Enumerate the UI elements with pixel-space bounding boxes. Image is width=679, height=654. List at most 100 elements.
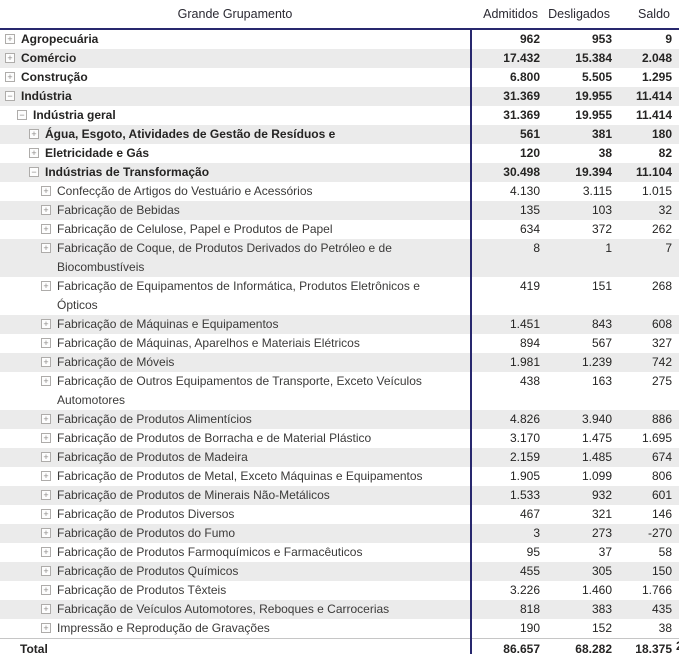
table-row[interactable]: + Fabricação de Veículos Automotores, Reb… (0, 600, 679, 619)
table-row[interactable]: + Confecção de Artigos do Vestuário e Ace… (0, 182, 679, 201)
cell-saldo: 806 (651, 469, 672, 483)
table-row[interactable]: + Impressão e Reprodução de Gravações 190 1… (0, 619, 679, 638)
total-desligados: 68.282 (575, 642, 612, 654)
table-row[interactable]: + Fabricação de Produtos Químicos 455 305 15… (0, 562, 679, 581)
expand-icon[interactable]: + (41, 566, 51, 576)
table-row[interactable]: + Fabricação de Produtos do Fumo 3 273 -270 (0, 524, 679, 543)
cell-saldo: 268 (651, 279, 672, 293)
table-row[interactable]: + Fabricação de Outros Equipamentos de Tr… (0, 372, 679, 410)
expand-icon[interactable]: + (41, 224, 51, 234)
table-row[interactable]: + Fabricação de Equipamentos de Informáti… (0, 277, 679, 315)
expand-icon[interactable]: + (41, 623, 51, 633)
table-row[interactable]: + Construção 6.800 5.505 1.295 (0, 68, 679, 87)
expand-icon[interactable]: + (41, 433, 51, 443)
table-row[interactable]: + Fabricação de Produtos Têxteis 3.226 1.46… (0, 581, 679, 600)
cell-admitidos: 818 (519, 602, 540, 616)
cell-saldo: 82 (658, 146, 672, 160)
expand-icon[interactable]: + (41, 414, 51, 424)
row-header-cell: + Fabricação de Produtos de Minerais Não-… (0, 486, 470, 505)
expand-icon[interactable]: + (29, 129, 39, 139)
row-label: Fabricação de Produtos Diversos (57, 507, 235, 521)
expand-icon[interactable]: + (29, 148, 39, 158)
table-row[interactable]: − Indústria geral 31.369 19.955 11.414 (0, 106, 679, 125)
collapse-icon[interactable]: − (5, 91, 15, 101)
table-row[interactable]: + Eletricidade e Gás 120 38 82 (0, 144, 679, 163)
expand-icon[interactable]: + (5, 34, 15, 44)
table-row[interactable]: + Fabricação de Máquinas e Equipamentos 1.… (0, 315, 679, 334)
table-row[interactable]: + Água, Esgoto, Atividades de Gestão de R… (0, 125, 679, 144)
column-header-admitidos[interactable]: Admitidos (483, 7, 538, 21)
column-header-saldo[interactable]: Saldo (638, 7, 670, 21)
table-row[interactable]: + Fabricação de Produtos de Minerais Não-… (0, 486, 679, 505)
cell-admitidos: 3.226 (509, 583, 540, 597)
cell-desligados: 273 (591, 526, 612, 540)
cell-admitidos: 4.130 (509, 184, 540, 198)
table-row[interactable]: + Fabricação de Produtos Farmoquímicos e … (0, 543, 679, 562)
table-row[interactable]: + Fabricação de Produtos de Metal, Exceto… (0, 467, 679, 486)
row-label: Fabricação de Bebidas (57, 203, 180, 217)
expand-icon[interactable]: + (5, 72, 15, 82)
table-row[interactable]: + Fabricação de Coque, de Produtos Deriva… (0, 239, 679, 277)
row-header-cell: + Impressão e Reprodução de Gravações (0, 619, 470, 638)
collapse-icon[interactable]: − (17, 110, 27, 120)
table-row[interactable]: + Fabricação de Móveis 1.981 1.239 742 (0, 353, 679, 372)
collapse-icon[interactable]: − (29, 167, 39, 177)
table-row[interactable]: + Fabricação de Produtos de Borracha e de… (0, 429, 679, 448)
cell-saldo: 2.048 (641, 51, 672, 65)
cell-admitidos: 1.533 (509, 488, 540, 502)
cell-admitidos: 561 (519, 127, 540, 141)
row-header-cell: + Fabricação de Máquinas, Aparelhos e Mat… (0, 334, 470, 353)
table-row[interactable]: − Indústria 31.369 19.955 11.414 (0, 87, 679, 106)
cell-desligados: 38 (598, 146, 612, 160)
expand-icon[interactable]: + (41, 376, 51, 386)
expand-icon[interactable]: + (41, 528, 51, 538)
table-row[interactable]: + Fabricação de Produtos Alimentícios 4.82… (0, 410, 679, 429)
cell-admitidos: 3 (533, 526, 540, 540)
column-header-grande-grupamento[interactable]: Grande Grupamento (177, 7, 293, 21)
table-row[interactable]: + Fabricação de Celulose, Papel e Produto… (0, 220, 679, 239)
table-row[interactable]: + Fabricação de Bebidas 135 103 32 (0, 201, 679, 220)
cell-admitidos: 894 (519, 336, 540, 350)
row-label: Fabricação de Coque, de Produtos Derivad… (57, 241, 392, 274)
table-row[interactable]: + Fabricação de Máquinas, Aparelhos e Mat… (0, 334, 679, 353)
expand-icon[interactable]: + (41, 319, 51, 329)
table-row[interactable]: + Agropecuária 962 953 9 (0, 30, 679, 49)
expand-icon[interactable]: + (41, 186, 51, 196)
cell-desligados: 1.460 (581, 583, 612, 597)
row-label: Comércio (21, 51, 77, 65)
total-admitidos: 86.657 (503, 642, 540, 654)
expand-icon[interactable]: + (41, 357, 51, 367)
table-row[interactable]: − Indústrias de Transformação 30.498 19.394… (0, 163, 679, 182)
expand-icon[interactable]: + (41, 490, 51, 500)
cell-desligados: 383 (591, 602, 612, 616)
expand-icon[interactable]: + (41, 509, 51, 519)
row-label: Fabricação de Máquinas e Equipamentos (57, 317, 279, 331)
expand-icon[interactable]: + (41, 338, 51, 348)
cell-admitidos: 135 (519, 203, 540, 217)
cell-saldo: 608 (651, 317, 672, 331)
table-row[interactable]: + Fabricação de Produtos de Madeira 2.159 1… (0, 448, 679, 467)
row-label: Fabricação de Outros Equipamentos de Tra… (57, 374, 422, 407)
cell-saldo: 742 (651, 355, 672, 369)
row-label: Indústrias de Transformação (45, 165, 210, 179)
table-row[interactable]: + Comércio 17.432 15.384 2.048 (0, 49, 679, 68)
expand-icon[interactable]: + (41, 547, 51, 557)
row-header-cell: + Construção (0, 68, 470, 87)
expand-icon[interactable]: + (5, 53, 15, 63)
row-header-cell: + Fabricação de Máquinas e Equipamentos (0, 315, 470, 334)
expand-icon[interactable]: + (41, 243, 51, 253)
expand-icon[interactable]: + (41, 452, 51, 462)
row-header-cell: + Comércio (0, 49, 470, 68)
cell-admitidos: 1.981 (509, 355, 540, 369)
table-row[interactable]: + Fabricação de Produtos Diversos 467 321 14… (0, 505, 679, 524)
row-header-cell: + Fabricação de Produtos Têxteis (0, 581, 470, 600)
cell-saldo: 150 (651, 564, 672, 578)
expand-icon[interactable]: + (41, 471, 51, 481)
row-header-cell: + Fabricação de Equipamentos de Informáti… (0, 277, 470, 315)
expand-icon[interactable]: + (41, 205, 51, 215)
expand-icon[interactable]: + (41, 281, 51, 291)
cell-admitidos: 3.170 (509, 431, 540, 445)
expand-icon[interactable]: + (41, 604, 51, 614)
column-header-desligados[interactable]: Desligados (548, 7, 610, 21)
expand-icon[interactable]: + (41, 585, 51, 595)
